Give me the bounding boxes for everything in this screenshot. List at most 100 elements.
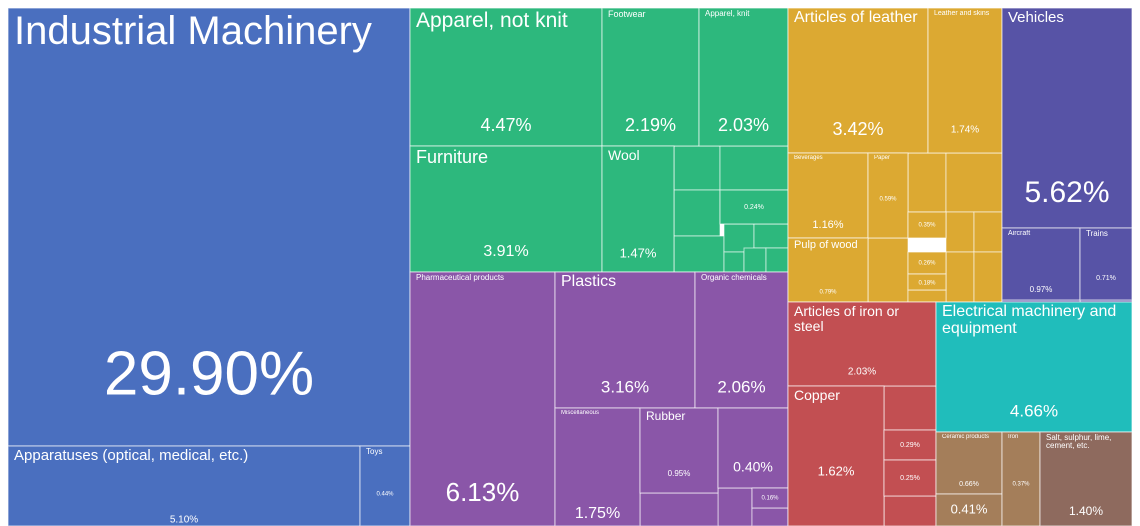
tile — [1079, 227, 1133, 301]
tile-value: 0.79% — [819, 290, 837, 296]
tile-label-box: Paper — [874, 155, 891, 161]
tile-value: 0.25% — [900, 475, 920, 482]
tile-label: Wool — [608, 148, 640, 163]
tile-value: 0.44% — [376, 492, 394, 498]
tile-value: 4.66% — [1010, 401, 1058, 420]
tile — [787, 7, 929, 154]
tile-label: Apparatuses (optical, medical, etc.) — [14, 448, 249, 464]
tile-subdivision — [907, 152, 947, 213]
tile-subdivision — [723, 251, 745, 273]
tile — [1039, 431, 1133, 526]
tile-label-box: Apparel, not knit — [416, 10, 568, 32]
tile-label: Organic chemicals — [701, 274, 767, 282]
tile-subdivision — [945, 152, 1003, 213]
tile-subdivision — [717, 487, 753, 526]
tile-label-box: Vehicles — [1008, 10, 1064, 26]
tile-label-box: Pharmaceutical products — [416, 274, 504, 282]
tile-subdivision — [743, 247, 767, 273]
tile-value: 0.59% — [879, 197, 897, 203]
tile-value: 3.16% — [601, 377, 649, 396]
tile-value: 0.18% — [918, 281, 936, 287]
tile-label-box: Footwear — [608, 10, 646, 19]
tile-label: Apparel, not knit — [416, 10, 568, 32]
tile — [787, 301, 937, 387]
tile-label-box: Toys — [366, 448, 383, 456]
tile-label-box: Apparatuses (optical, medical, etc.) — [14, 448, 249, 464]
tile-label: Electrical machinery and equipment — [942, 304, 1117, 337]
tile-value: 0.66% — [959, 481, 979, 488]
tile-label: Trains — [1086, 230, 1108, 238]
tile-subdivision — [907, 289, 947, 303]
tile-label: Salt, sulphur, lime, cement, etc. — [1046, 434, 1112, 451]
tile-subdivision — [751, 507, 789, 526]
tile — [554, 271, 696, 409]
tile-value: 4.47% — [480, 115, 531, 135]
tile-label-box: Electrical machinery and equipment — [942, 304, 1117, 337]
tile — [409, 7, 603, 147]
tile-label-box: Ceramic products — [942, 434, 990, 440]
tile — [7, 7, 411, 447]
tile-label: Apparel, knit — [705, 10, 750, 18]
tile-label: Vehicles — [1008, 10, 1064, 26]
tile-value: 2.03% — [848, 367, 876, 378]
tile — [935, 301, 1133, 433]
tile — [359, 445, 411, 526]
tile-value: 5.62% — [1024, 176, 1109, 209]
tile-subdivision — [867, 237, 909, 303]
tile-value: 0.40% — [733, 459, 773, 475]
tile-value: 29.90% — [104, 339, 314, 408]
tile-label: Copper — [794, 388, 840, 403]
tile-subdivision — [673, 189, 721, 237]
tile — [787, 237, 869, 303]
tile-value: 2.19% — [625, 115, 676, 135]
tile-value: 0.16% — [761, 496, 779, 502]
tile — [1001, 7, 1133, 229]
tile-label-box: Apparel, knit — [705, 10, 750, 18]
tile — [907, 273, 947, 291]
tile-label-box: Wool — [608, 148, 640, 163]
tile-subdivision — [753, 223, 789, 249]
tile-value: 5.10% — [170, 515, 198, 526]
tile-label: Plastics — [561, 274, 617, 290]
tile-value: 0.37% — [1012, 482, 1030, 488]
tile-label: Rubber — [646, 410, 686, 423]
tile-label: Articles of iron or steel — [794, 304, 900, 334]
tile-value: 1.75% — [575, 505, 620, 522]
tile-subdivision — [765, 247, 789, 273]
tile-label-box: Iron — [1008, 434, 1018, 440]
tile-label: Articles of leather — [794, 10, 918, 26]
tile-label-box: Plastics — [561, 274, 617, 290]
tile — [927, 7, 1003, 154]
tile — [883, 459, 937, 497]
tile-label: Ceramic products — [942, 434, 990, 440]
tile — [1001, 227, 1081, 301]
tile-label-box: Rubber — [646, 410, 686, 423]
tile-value: 0.29% — [900, 442, 920, 449]
tile-label-box: Pulp of wood — [794, 240, 858, 251]
tile-subdivision — [973, 251, 1003, 303]
tile-value: 0.71% — [1096, 275, 1116, 282]
tile-label-box: Trains — [1086, 230, 1108, 238]
tile — [717, 407, 789, 489]
tile-label: Paper — [874, 155, 891, 161]
tile-subdivision — [673, 235, 725, 273]
tile-value: 3.91% — [483, 243, 528, 260]
tile-label-box: Organic chemicals — [701, 274, 767, 282]
tile-label-box: Aircraft — [1008, 230, 1031, 237]
tile-subdivision — [639, 492, 719, 526]
tile-label: Beverages — [794, 155, 823, 161]
tile-label-box: Copper — [794, 388, 840, 403]
tile-label: Pulp of wood — [794, 240, 858, 251]
tile-value: 3.42% — [832, 119, 883, 139]
tile-value: 2.06% — [717, 377, 765, 396]
tile — [1001, 431, 1041, 526]
tile-value: 1.16% — [812, 219, 843, 231]
tile-label-box: Salt, sulphur, lime, cement, etc. — [1046, 434, 1112, 451]
tile-label: Toys — [366, 448, 383, 456]
tile-value: 0.95% — [668, 469, 691, 478]
tile — [787, 152, 869, 239]
tile-label: Aircraft — [1008, 230, 1031, 237]
tile-value: 1.40% — [1069, 504, 1103, 518]
tile-label-box: Articles of iron or steel — [794, 304, 900, 334]
